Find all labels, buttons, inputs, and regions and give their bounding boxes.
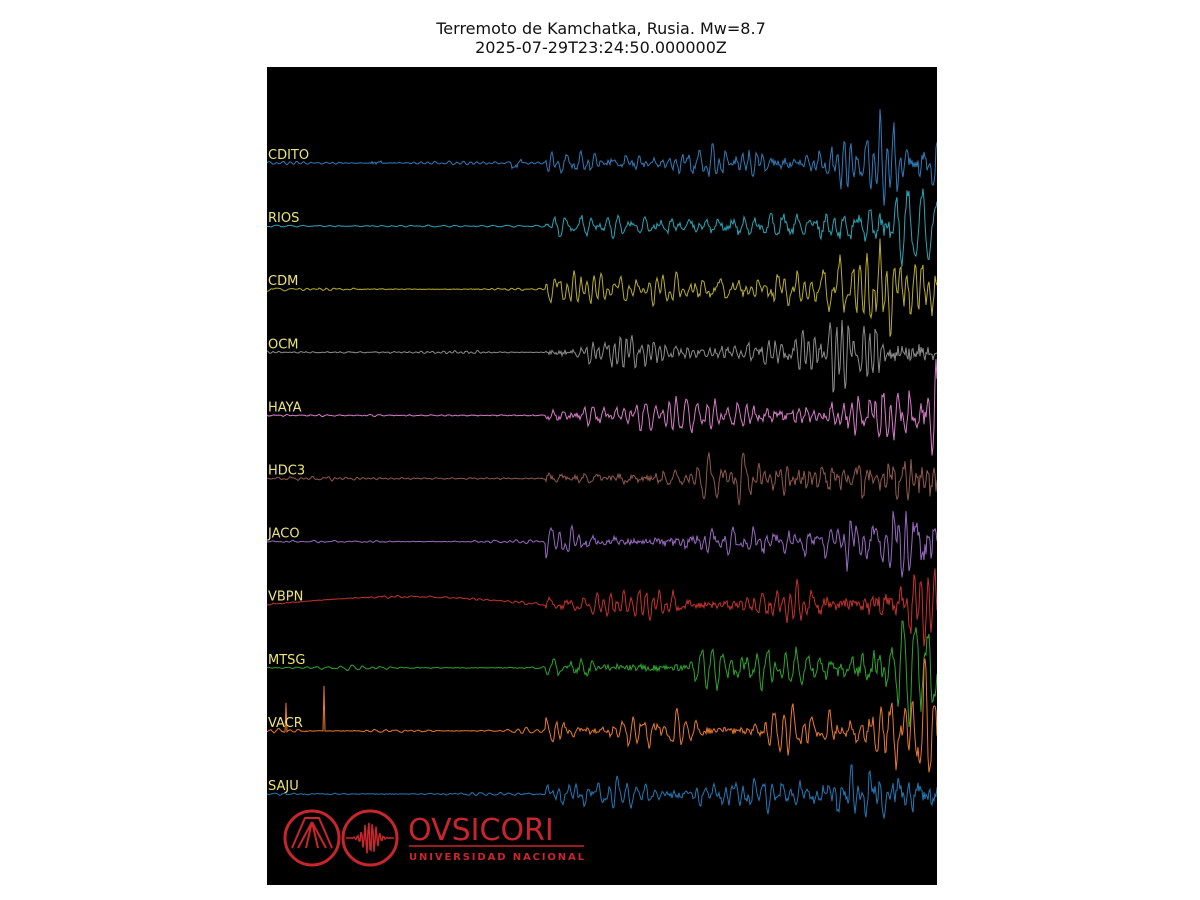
title: Terremoto de Kamchatka, Rusia. Mw=8.7	[435, 19, 766, 38]
station-label: MTSG	[268, 653, 305, 668]
waveform	[267, 658, 937, 773]
station-labels: CDITO RIOS CDM OCM HAYA HDC3 JACO VBPN MTSG VACR S…	[267, 148, 309, 794]
logo-ring	[341, 809, 399, 867]
logo-subtitle: UNIVERSIDAD NACIONAL	[409, 852, 585, 863]
waveform	[267, 188, 937, 267]
station-label: SAJU	[268, 779, 299, 794]
station-label: RIOS	[268, 211, 299, 226]
waveform	[267, 620, 937, 728]
waveform	[267, 452, 937, 506]
waveform	[267, 568, 937, 647]
waveform	[267, 359, 937, 456]
station-label: JACO	[267, 527, 300, 542]
station-label: CDM	[268, 274, 298, 289]
station-label: HDC3	[268, 464, 305, 479]
waveform	[267, 511, 937, 578]
logo-ring	[283, 809, 341, 867]
traces	[267, 109, 937, 819]
logo: OVSICORI UNIVERSIDAD NACIONAL	[283, 809, 585, 867]
waveform	[267, 238, 937, 337]
logo-wave	[346, 822, 394, 854]
station-label: OCM	[268, 337, 299, 352]
logo-name: OVSICORI	[408, 813, 554, 848]
logo-volcano	[291, 817, 333, 849]
subtitle: 2025-07-29T23:24:50.000000Z	[475, 38, 727, 57]
station-label: VBPN	[268, 590, 303, 605]
waveform	[267, 764, 937, 819]
station-label: VACR	[268, 716, 303, 731]
waveform	[267, 319, 937, 393]
station-label: CDITO	[268, 148, 309, 163]
station-label: HAYA	[268, 400, 302, 415]
waveform	[267, 109, 937, 206]
